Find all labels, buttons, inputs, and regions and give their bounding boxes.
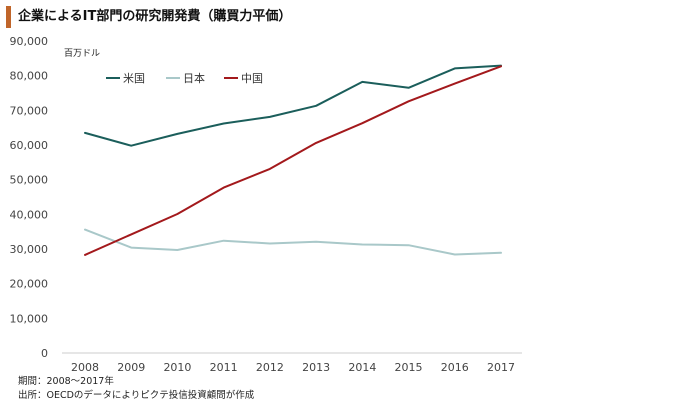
y-tick-label: 90,000 (10, 35, 49, 48)
series-line-日本 (84, 228, 502, 256)
x-tick-label: 2012 (256, 361, 284, 374)
series-line-中国 (84, 65, 502, 256)
series-lines (84, 64, 502, 256)
legend-label: 米国 (123, 72, 145, 85)
x-tick-label: 2013 (302, 361, 330, 374)
x-tick-label: 2008 (71, 361, 99, 374)
x-tick-label: 2009 (117, 361, 145, 374)
legend-label: 日本 (183, 71, 205, 85)
legend-label: 中国 (241, 72, 263, 85)
source-note: 出所：OECDのデータによりピクテ投信投資顧問が作成 (18, 390, 255, 401)
series-line-米国 (84, 64, 502, 147)
y-tick-label: 10,000 (10, 312, 49, 325)
x-tick-label: 2010 (163, 361, 191, 374)
y-unit-label: 百万ドル (64, 48, 100, 59)
chart-title: 企業によるIT部門の研究開発費（購買力平価） (18, 9, 292, 24)
x-tick-label: 2017 (487, 361, 515, 374)
y-tick-label: 70,000 (10, 104, 49, 117)
x-tick-label: 2014 (348, 361, 376, 374)
title-accent-bar (6, 6, 11, 28)
x-tick-label: 2016 (441, 361, 469, 374)
y-tick-label: 60,000 (10, 139, 49, 152)
y-tick-label: 40,000 (10, 208, 49, 221)
y-tick-label: 20,000 (10, 278, 49, 291)
y-axis: 0 10,000 20,000 30,000 40,000 50,000 60,000 70,… (10, 35, 49, 360)
period-note: 期間：2008～2017年 (18, 376, 114, 387)
x-tick-label: 2015 (395, 361, 423, 374)
y-tick-label: 50,000 (10, 174, 49, 187)
y-tick-label: 30,000 (10, 243, 49, 256)
x-axis: 2008 2009 2010 2011 2012 2013 2014 2015 2016 2017 (62, 352, 522, 374)
legend: 米国 日本 中国 (106, 71, 263, 85)
y-tick-label: 80,000 (10, 70, 49, 83)
y-tick-label: 0 (41, 347, 48, 360)
x-tick-label: 2011 (210, 361, 238, 374)
